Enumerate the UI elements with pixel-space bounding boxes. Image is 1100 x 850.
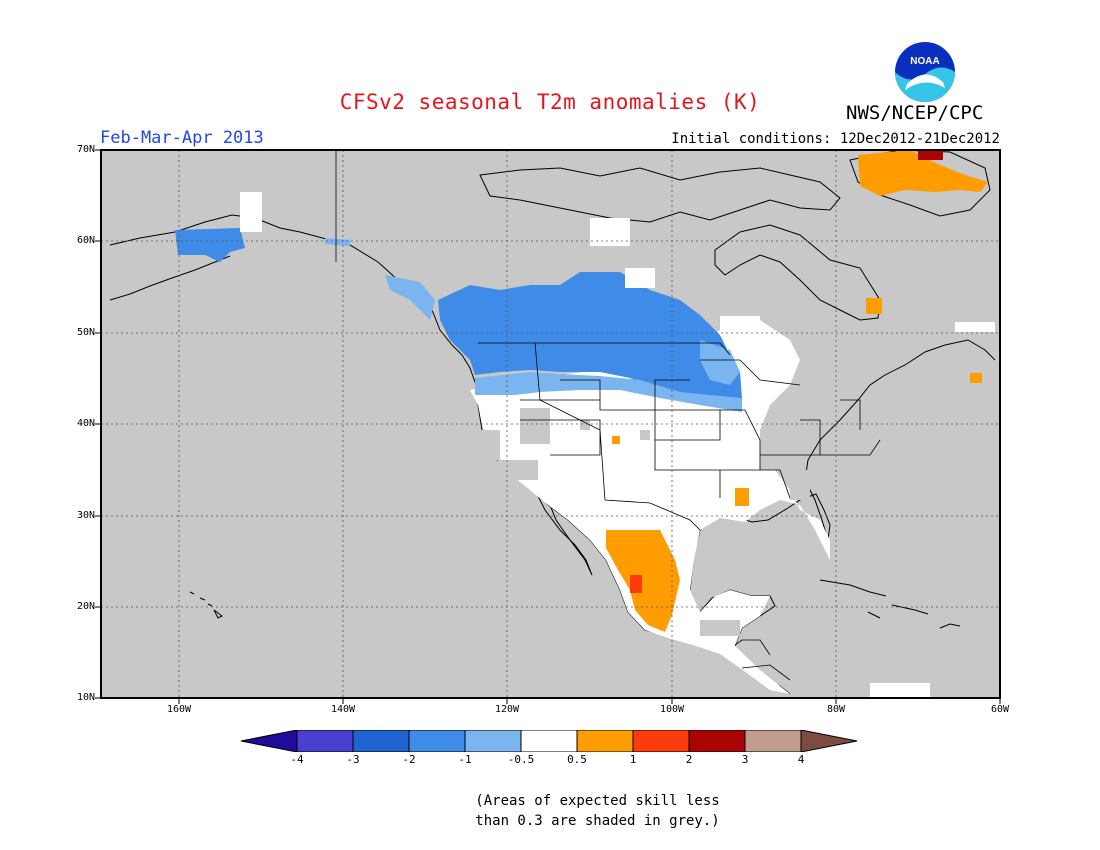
colorbar-label-m4: -4 [290, 753, 304, 766]
strong-warm-anomaly-region [630, 575, 642, 593]
colorbar-label-4: 4 [797, 753, 805, 766]
aleutian-islands [109, 255, 231, 301]
skill-note: (Areas of expected skill less than 0.3 a… [0, 791, 1100, 831]
colorbar-swatch-2 [352, 730, 410, 752]
lat-label-50n: 50N [76, 327, 95, 338]
colorbar-arrow-low [240, 730, 298, 752]
graticule [101, 150, 1000, 698]
caribbean-islands [819, 579, 961, 629]
hudson-bay [714, 224, 881, 321]
hawaii-islands [189, 591, 223, 619]
colorbar-swatch-7 [632, 730, 690, 752]
colorbar-swatch-1 [296, 730, 354, 752]
skill-note-line-2: than 0.3 are shaded in grey.) [475, 813, 720, 829]
initial-conditions: Initial conditions: 12Dec2012-21Dec2012 [671, 131, 1000, 147]
lon-label-120w: 120W [494, 704, 520, 715]
colorbar-swatch-4 [464, 730, 522, 752]
lon-label-60w: 60W [990, 704, 1010, 715]
axis-ticks [95, 149, 1001, 704]
colorbar-label-2: 2 [685, 753, 693, 766]
skill-note-line-1: (Areas of expected skill less [475, 793, 720, 809]
political-borders [335, 150, 881, 531]
lat-label-10n: 10N [76, 692, 95, 703]
lon-label-80w: 80W [826, 704, 846, 715]
lon-label-160w: 160W [166, 704, 192, 715]
colorbar [240, 730, 858, 752]
colorbar-swatch-5 [520, 730, 578, 752]
colorbar-swatch-9 [744, 730, 802, 752]
colorbar-label-m3: -3 [346, 753, 360, 766]
colorbar-label-m05: -0.5 [507, 753, 535, 766]
light-cool-anomaly-region [325, 238, 742, 412]
mexico-borders [734, 639, 791, 681]
colorbar-arrow-high [800, 730, 858, 752]
colorbar-label-m2: -2 [402, 753, 416, 766]
warm-anomaly-region [606, 150, 988, 632]
lat-label-30n: 30N [76, 510, 95, 521]
logo-text: NOAA [910, 56, 939, 67]
organization-label: NWS/NCEP/CPC [846, 102, 984, 124]
colorbar-label-m1: -1 [458, 753, 472, 766]
map-title: CFSv2 seasonal T2m anomalies (K) [339, 90, 761, 114]
noaa-logo: NOAA [895, 42, 955, 102]
colorbar-label-3: 3 [741, 753, 749, 766]
neutral-anomaly-region [470, 320, 830, 694]
forecast-period: Feb-Mar-Apr 2013 [100, 128, 264, 148]
lat-label-40n: 40N [76, 418, 95, 429]
colorbar-label-05: 0.5 [567, 753, 587, 766]
colorbar-swatch-6 [576, 730, 634, 752]
hot-anomaly-region [918, 150, 943, 160]
lat-label-20n: 20N [76, 601, 95, 612]
lat-label-70n: 70N [76, 144, 95, 155]
lon-label-100w: 100W [659, 704, 685, 715]
baja-california [534, 489, 593, 576]
lat-label-60n: 60N [76, 235, 95, 246]
colorbar-swatch-8 [688, 730, 746, 752]
colorbar-label-1: 1 [629, 753, 637, 766]
lon-label-140w: 140W [330, 704, 356, 715]
colorbar-swatch-3 [408, 730, 466, 752]
cool-anomaly-region [175, 228, 742, 398]
